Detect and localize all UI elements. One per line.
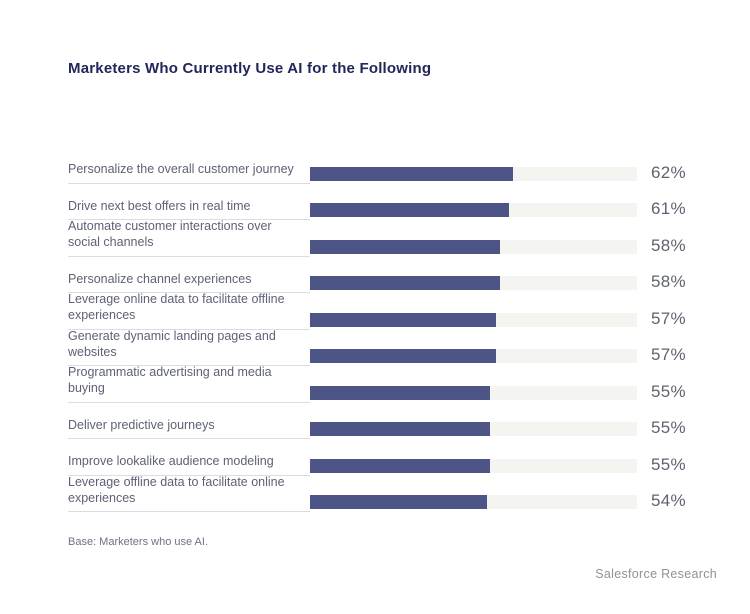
bar-fill <box>310 495 487 509</box>
base-note: Base: Marketers who use AI. <box>68 536 209 548</box>
value-label: 58% <box>651 235 686 255</box>
bar-row: Automate customer interactions over soci… <box>68 218 717 257</box>
bar-track <box>310 312 637 327</box>
bar-track <box>310 203 637 217</box>
category-label: Programmatic advertising and media buyin… <box>68 364 310 403</box>
category-label: Personalize channel experiences <box>68 271 310 293</box>
bar-track <box>310 239 637 254</box>
value-label: 62% <box>651 162 686 182</box>
bar-fill <box>310 458 490 473</box>
bar-row: Personalize the overall customer journey… <box>68 147 717 184</box>
category-label: Deliver predictive journeys <box>68 417 310 439</box>
value-label: 55% <box>651 454 686 474</box>
bar-row: Leverage offline data to facilitate onli… <box>68 474 717 512</box>
bar-cell <box>310 239 637 254</box>
category-label: Personalize the overall customer journey <box>68 161 310 184</box>
bar-row: Personalize channel experiences 58% <box>68 257 717 293</box>
bar-row: Drive next best offers in real time 61% <box>68 184 717 220</box>
bar-cell <box>310 422 637 436</box>
bar-row: Improve lookalike audience modeling 55% <box>68 439 717 476</box>
bar-track <box>310 349 637 363</box>
value-label: 58% <box>651 272 686 291</box>
bar-track <box>310 422 637 436</box>
category-label: Drive next best offers in real time <box>68 198 310 220</box>
bar-track <box>310 495 637 509</box>
value-label: 57% <box>651 345 686 364</box>
bar-fill <box>310 349 497 363</box>
bar-cell <box>310 385 637 400</box>
category-label: Automate customer interactions over soci… <box>68 218 310 257</box>
bar-row: Leverage online data to facilitate offli… <box>68 291 717 330</box>
bar-cell <box>310 458 637 473</box>
category-label: Generate dynamic landing pages and websi… <box>68 328 310 366</box>
chart-title: Marketers Who Currently Use AI for the F… <box>68 60 432 77</box>
bar-row: Deliver predictive journeys 55% <box>68 403 717 439</box>
value-label: 57% <box>651 308 686 328</box>
bar-fill <box>310 312 497 327</box>
bar-fill <box>310 239 500 254</box>
bar-fill <box>310 276 500 290</box>
value-label: 54% <box>651 491 686 510</box>
category-label: Improve lookalike audience modeling <box>68 453 310 476</box>
bar-fill <box>310 422 490 436</box>
source-credit: Salesforce Research <box>595 567 717 581</box>
bar-cell <box>310 203 637 217</box>
bar-cell <box>310 349 637 363</box>
category-label: Leverage offline data to facilitate onli… <box>68 474 310 512</box>
bar-fill <box>310 203 510 217</box>
bar-cell <box>310 276 637 290</box>
bar-track <box>310 166 637 181</box>
value-label: 55% <box>651 418 686 437</box>
bar-chart: Personalize the overall customer journey… <box>68 147 717 512</box>
bar-row: Programmatic advertising and media buyin… <box>68 364 717 403</box>
bar-cell <box>310 495 637 509</box>
bar-track <box>310 276 637 290</box>
bar-cell <box>310 166 637 181</box>
bar-track <box>310 385 637 400</box>
category-label: Leverage online data to facilitate offli… <box>68 291 310 330</box>
bar-track <box>310 458 637 473</box>
value-label: 55% <box>651 381 686 401</box>
bar-fill <box>310 385 490 400</box>
bar-fill <box>310 166 513 181</box>
value-label: 61% <box>651 199 686 218</box>
bar-cell <box>310 312 637 327</box>
bar-row: Generate dynamic landing pages and websi… <box>68 328 717 366</box>
